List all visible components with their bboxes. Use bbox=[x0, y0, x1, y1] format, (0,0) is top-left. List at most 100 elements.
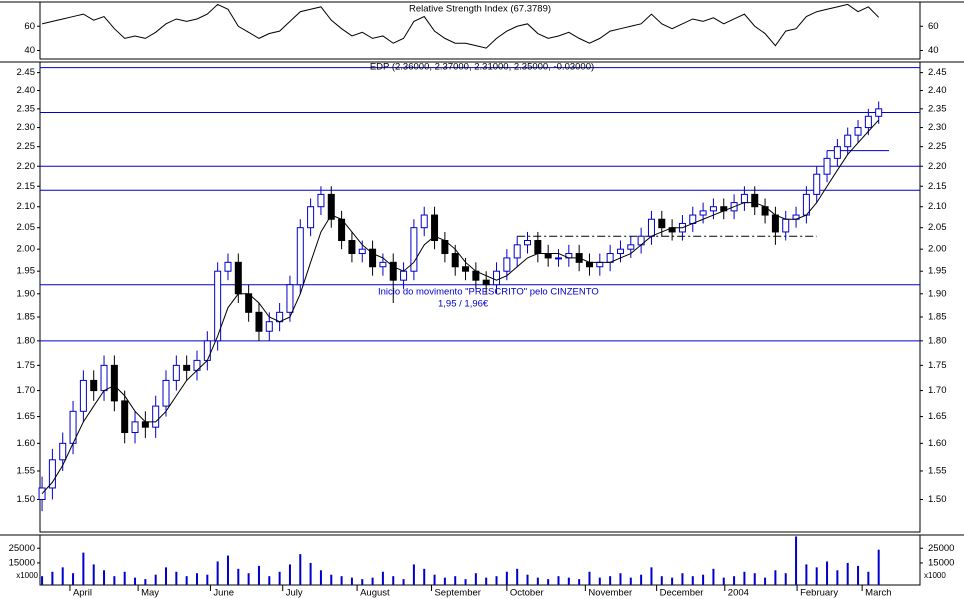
y-tick-label: 1.95 bbox=[928, 266, 947, 277]
candle-body bbox=[141, 421, 149, 428]
volume-bar bbox=[857, 565, 860, 585]
volume-bar bbox=[609, 576, 612, 585]
volume-bar bbox=[247, 573, 250, 585]
panel-frame bbox=[39, 534, 921, 586]
candle-body bbox=[585, 261, 593, 268]
candle-body bbox=[451, 253, 459, 268]
candle-body bbox=[740, 193, 748, 204]
candle-body bbox=[513, 244, 521, 259]
y-tick-label: 2.30 bbox=[17, 122, 36, 133]
volume-bar bbox=[319, 570, 322, 585]
y-tick-label: 1.60 bbox=[928, 438, 947, 449]
volume-bar bbox=[175, 571, 178, 585]
volume-bar bbox=[216, 561, 219, 585]
volume-bar bbox=[516, 568, 519, 585]
volume-bar bbox=[92, 564, 95, 585]
y-tick-label: 1.85 bbox=[928, 312, 947, 323]
volume-bar bbox=[412, 564, 415, 585]
volume-bar bbox=[350, 577, 353, 585]
volume-bar bbox=[578, 579, 581, 585]
volume-bar bbox=[185, 576, 188, 585]
candle-body bbox=[699, 210, 707, 216]
candle-body bbox=[265, 321, 273, 332]
candle-body bbox=[462, 266, 470, 272]
volume-bar bbox=[51, 571, 54, 585]
y-tick-label: 1.80 bbox=[17, 335, 36, 346]
volume-bar bbox=[753, 573, 756, 585]
volume-bar bbox=[402, 579, 405, 585]
x-tick-label: December bbox=[660, 588, 704, 599]
x-tick-label: May bbox=[141, 588, 159, 599]
candle-body bbox=[503, 257, 511, 272]
x-tick-label: February bbox=[800, 588, 838, 599]
x-tick-label: March bbox=[865, 588, 891, 599]
y-tick-label: 2.10 bbox=[928, 201, 947, 212]
volume-bar bbox=[103, 570, 106, 585]
volume-bar bbox=[361, 579, 364, 585]
volume-bar bbox=[61, 567, 64, 585]
candle-body bbox=[864, 115, 872, 129]
candle-body bbox=[110, 364, 118, 402]
candle-body bbox=[38, 487, 46, 500]
y-tick-label: 1.70 bbox=[17, 385, 36, 396]
volume-bar bbox=[681, 573, 684, 585]
panel-frame bbox=[39, 1, 921, 60]
volume-bar bbox=[846, 562, 849, 585]
candle-body bbox=[771, 214, 779, 233]
candle-body bbox=[534, 240, 542, 255]
y-tick-label: 2.20 bbox=[17, 161, 36, 172]
volume-bar bbox=[423, 568, 426, 585]
y-tick-label: 25000 bbox=[928, 543, 954, 554]
volume-bar bbox=[671, 577, 674, 585]
x-tick-label: October bbox=[510, 588, 544, 599]
volume-bar bbox=[629, 577, 632, 585]
volume-bar bbox=[722, 577, 725, 585]
candle-body bbox=[875, 108, 883, 117]
candle-body bbox=[400, 270, 408, 281]
volume-bar bbox=[371, 577, 374, 585]
volume-bar bbox=[733, 576, 736, 585]
y-tick-label: 15000 bbox=[928, 557, 954, 568]
candle-body bbox=[482, 279, 490, 286]
volume-bar bbox=[464, 579, 467, 585]
chart-title: Relative Strength Index (67.3789) bbox=[409, 4, 551, 15]
y-tick-label: 1.85 bbox=[17, 312, 36, 323]
volume-bar bbox=[443, 577, 446, 585]
candle-body bbox=[286, 284, 294, 313]
y-tick-label: 2.15 bbox=[928, 181, 947, 192]
y-tick-label: 60 bbox=[928, 21, 939, 32]
candle-body bbox=[121, 400, 129, 434]
volume-bar bbox=[619, 573, 622, 585]
volume-bar bbox=[764, 577, 767, 585]
annotation: Inicio do movimento "PRESCRITO" pelo CIN… bbox=[378, 287, 599, 298]
candle-body bbox=[131, 421, 139, 434]
candle-body bbox=[358, 248, 366, 255]
volume-bar bbox=[495, 576, 498, 585]
annotation: 1,95 / 1,96€ bbox=[438, 299, 489, 310]
candle-body bbox=[172, 364, 180, 381]
candle-body bbox=[751, 193, 759, 208]
candle-body bbox=[554, 257, 562, 260]
volume-bar bbox=[815, 567, 818, 585]
volume-bar bbox=[123, 571, 126, 585]
panel-frame bbox=[39, 61, 921, 533]
volume-bar bbox=[392, 576, 395, 585]
y-tick-label: 2.45 bbox=[17, 67, 36, 78]
candle-body bbox=[255, 311, 263, 332]
x-tick-label: July bbox=[286, 588, 303, 599]
candle-body bbox=[307, 206, 315, 229]
volume-bar bbox=[72, 573, 75, 585]
y-tick-label: 40 bbox=[24, 45, 35, 56]
volume-bar bbox=[805, 564, 808, 585]
y-tick-label: 1.60 bbox=[17, 438, 36, 449]
candle-body bbox=[348, 240, 356, 255]
volume-bar bbox=[268, 576, 271, 585]
y-tick-label: 2.35 bbox=[17, 103, 36, 114]
candle-body bbox=[224, 261, 232, 272]
y-tick-label: 2.40 bbox=[17, 85, 36, 96]
volume-bar bbox=[702, 574, 705, 585]
volume-bar bbox=[340, 576, 343, 585]
volume-bar bbox=[330, 574, 333, 585]
volume-bar bbox=[774, 570, 777, 585]
